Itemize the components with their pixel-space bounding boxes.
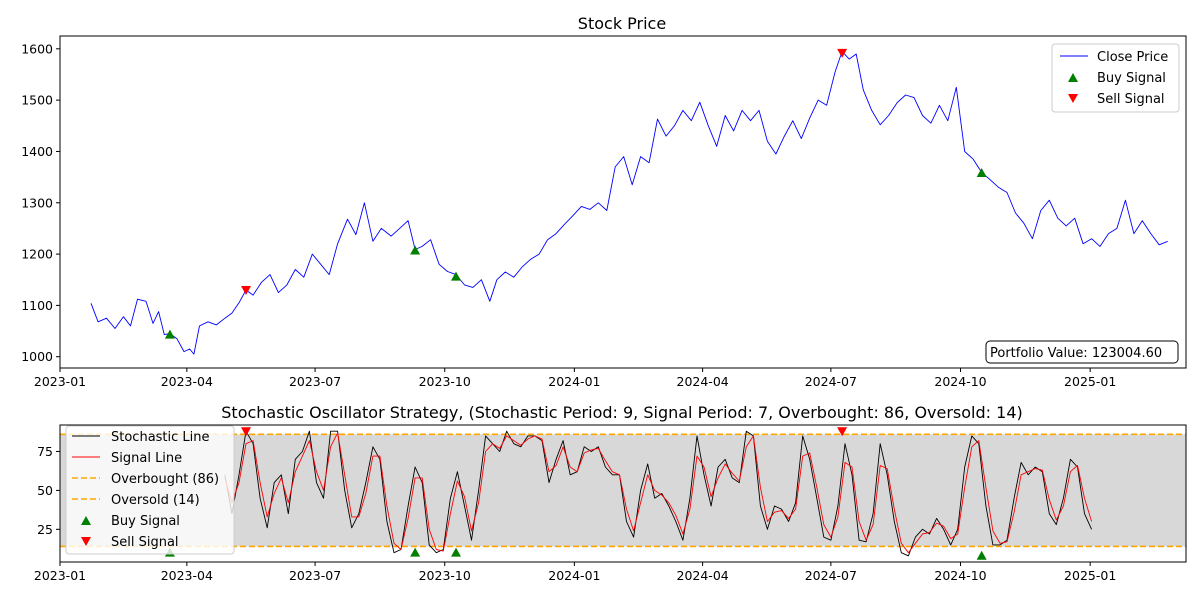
y-tick-label: 25 bbox=[37, 522, 53, 537]
x-tick-label: 2024-10 bbox=[934, 374, 986, 389]
x-tick-label: 2024-01 bbox=[548, 374, 600, 389]
buy-signal-marker bbox=[976, 168, 987, 178]
buy-signal-marker bbox=[451, 547, 462, 557]
legend-overbought-label: Overbought (86) bbox=[111, 472, 219, 487]
legend-sell-signal-label: Sell Signal bbox=[1097, 92, 1165, 107]
x-tick-label: 2024-10 bbox=[934, 568, 986, 583]
buy-signal-marker bbox=[410, 547, 421, 557]
buy-signal-marker bbox=[451, 271, 462, 281]
stochastic-chart: Stochastic Oscillator Strategy, (Stochas… bbox=[34, 403, 1187, 583]
x-tick-label: 2023-01 bbox=[34, 568, 86, 583]
stochastic-legend-box bbox=[65, 425, 235, 555]
sell-signal-marker bbox=[241, 286, 252, 296]
x-tick-label: 2024-01 bbox=[548, 568, 600, 583]
price-chart-frame bbox=[59, 35, 1187, 369]
y-tick-label: 1400 bbox=[21, 144, 53, 159]
price-legend-box bbox=[1051, 43, 1180, 113]
sell-signal-marker bbox=[837, 427, 848, 437]
legend-buy-signal-label-2: Buy Signal bbox=[111, 514, 180, 529]
price-chart-title: Stock Price bbox=[578, 14, 666, 33]
x-tick-label: 2023-04 bbox=[161, 568, 213, 583]
legend-oversold-label: Oversold (14) bbox=[111, 493, 200, 508]
y-tick-label: 1100 bbox=[21, 298, 53, 313]
stochastic-line-series bbox=[224, 430, 1093, 557]
close-price-series bbox=[90, 50, 1168, 355]
stochastic-chart-title: Stochastic Oscillator Strategy, (Stochas… bbox=[221, 403, 1022, 422]
y-tick-label: 50 bbox=[37, 483, 53, 498]
y-tick-label: 75 bbox=[37, 444, 53, 459]
x-tick-label: 2024-04 bbox=[677, 374, 729, 389]
legend-buy-signal-marker bbox=[1068, 73, 1078, 82]
x-tick-label: 2023-10 bbox=[419, 374, 471, 389]
x-tick-label: 2024-07 bbox=[805, 568, 857, 583]
x-tick-label: 2023-04 bbox=[161, 374, 213, 389]
y-tick-label: 1500 bbox=[21, 93, 53, 108]
y-tick-label: 1200 bbox=[21, 247, 53, 262]
y-tick-label: 1300 bbox=[21, 195, 53, 210]
portfolio-annotation: Portfolio Value: 123004.60 bbox=[985, 340, 1179, 364]
legend-sell-signal-label-2: Sell Signal bbox=[111, 535, 179, 550]
x-tick-label: 2025-01 bbox=[1064, 374, 1116, 389]
x-tick-label: 2023-10 bbox=[419, 568, 471, 583]
x-tick-label: 2023-07 bbox=[289, 374, 341, 389]
legend-sell-signal-marker bbox=[1068, 94, 1078, 103]
portfolio-annotation-box bbox=[985, 340, 1179, 364]
y-tick-label: 1000 bbox=[21, 349, 53, 364]
sell-signal-marker bbox=[241, 427, 252, 437]
sell-signal-marker bbox=[837, 48, 848, 58]
price-legend: Close Price Buy Signal Sell Signal bbox=[1051, 43, 1180, 113]
x-tick-label: 2023-07 bbox=[289, 568, 341, 583]
legend-buy-signal-label: Buy Signal bbox=[1097, 71, 1166, 86]
buy-signal-marker bbox=[976, 550, 987, 560]
buy-signal-marker bbox=[164, 329, 175, 339]
legend-sell-signal-marker-2 bbox=[81, 537, 91, 546]
portfolio-value-text: Portfolio Value: 123004.60 bbox=[990, 346, 1162, 361]
stochastic-chart-frame bbox=[59, 424, 1187, 563]
signal-line-series bbox=[224, 432, 1093, 554]
price-chart: Stock Price 2023-01 2023-04 2023-07 2023-10… bbox=[21, 14, 1187, 389]
x-tick-label: 2025-01 bbox=[1064, 568, 1116, 583]
legend-buy-signal-marker-2 bbox=[81, 516, 91, 525]
x-tick-label: 2023-01 bbox=[34, 374, 86, 389]
x-tick-label: 2024-07 bbox=[805, 374, 857, 389]
legend-stochastic-line-label: Stochastic Line bbox=[111, 430, 210, 445]
buy-signal-marker bbox=[410, 245, 421, 255]
y-tick-label: 1600 bbox=[21, 41, 53, 56]
stochastic-legend: Stochastic Line Signal Line Overbought (… bbox=[65, 425, 235, 555]
legend-close-price-label: Close Price bbox=[1097, 50, 1168, 65]
legend-signal-line-label: Signal Line bbox=[111, 451, 182, 466]
x-tick-label: 2024-04 bbox=[677, 568, 729, 583]
